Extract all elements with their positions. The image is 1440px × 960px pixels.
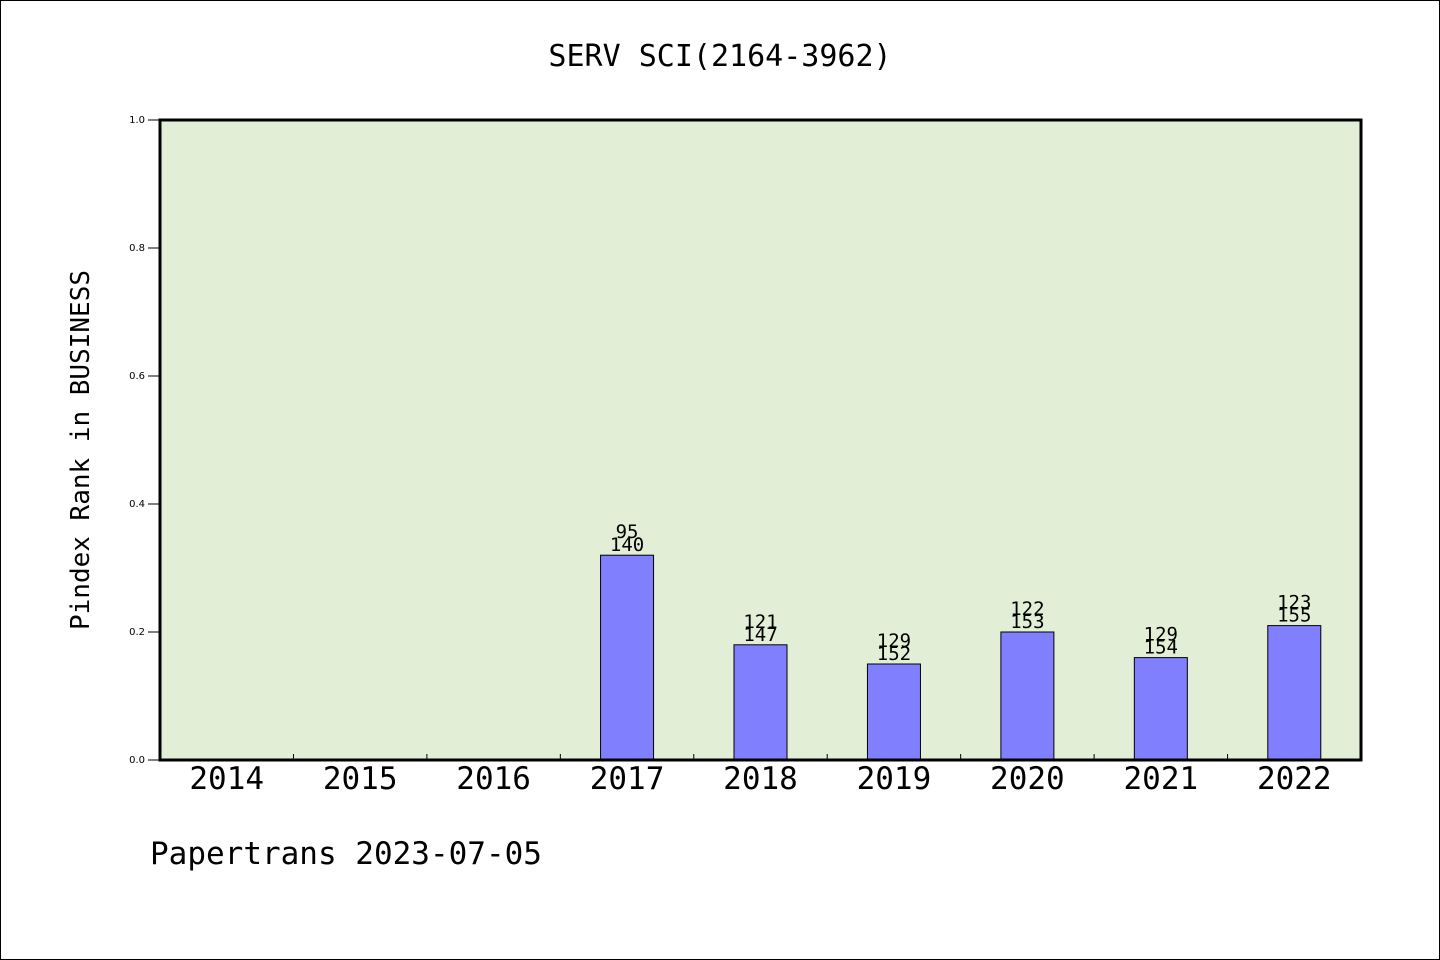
bar-label-bottom-2021: 154 xyxy=(1144,637,1178,659)
bar-2018 xyxy=(733,644,788,761)
y-axis-label: Pindex Rank in BUSINESS xyxy=(66,270,96,630)
bar-label-bottom-2022: 155 xyxy=(1277,605,1311,627)
y-tick-label: 1.0 xyxy=(129,115,145,126)
bar-label-top-2021: 129 xyxy=(1144,624,1178,646)
y-tick-label: 0.6 xyxy=(129,371,145,382)
x-tick-label-2014: 2014 xyxy=(189,761,264,797)
bar-label-top-2020: 122 xyxy=(1010,598,1044,620)
bar-2019 xyxy=(866,663,921,761)
x-tick-label-2022: 2022 xyxy=(1257,761,1332,797)
bar-label-bottom-2019: 152 xyxy=(877,643,911,665)
x-tick-label-2021: 2021 xyxy=(1124,761,1199,797)
bar-2021 xyxy=(1133,657,1188,761)
x-tick-label-2018: 2018 xyxy=(723,761,798,797)
bar-label-bottom-2017: 140 xyxy=(610,534,644,556)
x-tick-label-2016: 2016 xyxy=(456,761,531,797)
x-tick-label-2020: 2020 xyxy=(990,761,1065,797)
bar-label-bottom-2020: 153 xyxy=(1010,611,1044,633)
bar-label-top-2018: 121 xyxy=(743,611,777,633)
footer-credit: Papertrans 2023-07-05 xyxy=(150,836,542,872)
y-ticks-layer: 0.0 0.2 0.4 0.6 0.8 1.0 xyxy=(129,115,160,766)
bar-2022 xyxy=(1267,625,1322,761)
y-tick-label: 0.4 xyxy=(129,499,145,510)
bar-2017 xyxy=(600,554,655,761)
bar-label-top-2022: 123 xyxy=(1277,592,1311,614)
bar-label-bottom-2018: 147 xyxy=(743,624,777,646)
y-tick-label: 0.8 xyxy=(129,243,145,254)
bar-label-top-2017: 95 xyxy=(616,521,639,543)
y-tick-label: 0.2 xyxy=(129,627,145,638)
chart-title: SERV SCI(2164-3962) xyxy=(548,39,891,74)
x-ticks-layer: 2014 2015 2016 2017 2018 2019 2020 2021 2022 xyxy=(189,754,1332,797)
bar-2020 xyxy=(1000,631,1055,761)
x-tick-label-2019: 2019 xyxy=(857,761,932,797)
bar-label-top-2019: 129 xyxy=(877,630,911,652)
plot-border xyxy=(158,118,1363,762)
x-tick-label-2017: 2017 xyxy=(590,761,665,797)
y-tick-label: 0.0 xyxy=(129,755,145,766)
x-tick-label-2015: 2015 xyxy=(323,761,398,797)
